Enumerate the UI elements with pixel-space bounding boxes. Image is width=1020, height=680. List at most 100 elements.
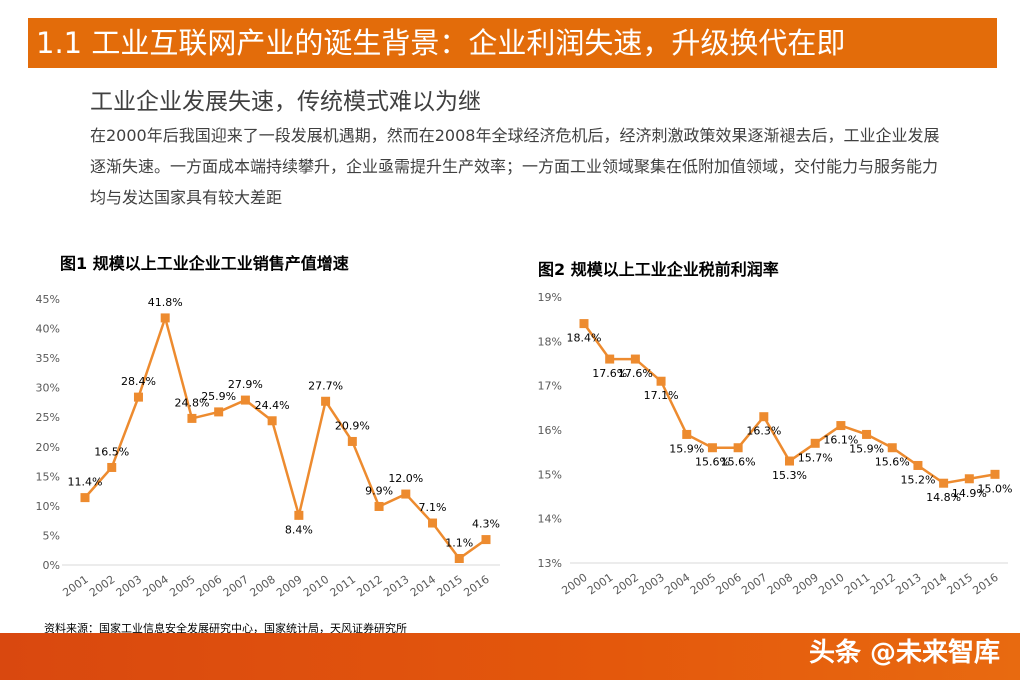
x-tick-label: 2009 bbox=[791, 571, 821, 598]
data-label: 14.9% bbox=[952, 487, 987, 500]
data-point-marker bbox=[347, 436, 357, 446]
data-point-marker bbox=[887, 443, 897, 453]
data-point-marker bbox=[267, 416, 277, 426]
data-point-marker bbox=[214, 407, 224, 417]
y-tick-label: 15% bbox=[538, 468, 562, 481]
x-tick-label: 2012 bbox=[868, 571, 898, 598]
x-tick-label: 2013 bbox=[381, 573, 411, 600]
data-point-marker bbox=[733, 443, 743, 453]
y-tick-label: 45% bbox=[36, 293, 60, 306]
y-tick-label: 25% bbox=[36, 411, 60, 424]
data-label: 15.3% bbox=[772, 469, 807, 482]
y-tick-label: 10% bbox=[36, 500, 60, 513]
data-label: 16.1% bbox=[823, 434, 858, 447]
chart1-title: 图1 规模以上工业企业工业销售产值增速 bbox=[60, 254, 349, 273]
data-point-marker bbox=[374, 501, 384, 511]
data-point-marker bbox=[401, 489, 411, 499]
data-label: 8.4% bbox=[285, 523, 313, 536]
subheading: 工业企业发展失速，传统模式难以为继 bbox=[90, 89, 481, 115]
data-point-marker bbox=[785, 456, 794, 466]
y-tick-label: 5% bbox=[43, 529, 60, 542]
data-label: 4.3% bbox=[472, 518, 500, 531]
x-tick-label: 2011 bbox=[328, 573, 358, 600]
watermark: 头条 @未来智库 bbox=[808, 638, 1000, 668]
data-label: 27.7% bbox=[308, 379, 343, 392]
source-note: 资料来源：国家工业信息安全发展研究中心，国家统计局，天风证券研究所 bbox=[44, 622, 407, 635]
x-tick-label: 2004 bbox=[141, 573, 171, 600]
data-point-marker bbox=[294, 510, 304, 520]
x-tick-label: 2001 bbox=[585, 571, 615, 598]
data-label: 20.9% bbox=[335, 419, 370, 432]
data-label: 15.6% bbox=[695, 456, 730, 469]
series-line bbox=[84, 313, 487, 561]
x-tick-label: 2005 bbox=[167, 573, 197, 600]
x-tick-label: 2013 bbox=[893, 571, 923, 598]
y-tick-label: 15% bbox=[36, 470, 60, 483]
x-tick-label: 2000 bbox=[559, 571, 589, 598]
x-tick-label: 2001 bbox=[60, 573, 90, 600]
body-paragraph: 在2000年后我国迎来了一段发展机遇期，然而在2008年全球经济危机后，经济刺激… bbox=[90, 126, 940, 207]
chart2-title: 图2 规模以上工业企业税前利润率 bbox=[538, 260, 779, 279]
data-point-marker bbox=[133, 392, 143, 402]
data-label: 15.9% bbox=[669, 442, 704, 455]
x-tick-label: 2006 bbox=[194, 573, 224, 600]
data-label: 9.9% bbox=[365, 484, 393, 497]
slide-title: 1.1 工业互联网产业的诞生背景：企业利润失速，升级换代在即 bbox=[28, 18, 997, 68]
data-point-marker bbox=[964, 474, 974, 484]
data-point-marker bbox=[913, 460, 923, 470]
y-tick-label: 20% bbox=[36, 441, 60, 454]
data-label: 11.4% bbox=[68, 476, 103, 489]
y-tick-label: 18% bbox=[538, 335, 562, 348]
data-point-marker bbox=[80, 493, 90, 503]
data-label: 15.7% bbox=[798, 451, 833, 464]
data-point-marker bbox=[454, 553, 464, 563]
x-tick-label: 2015 bbox=[435, 573, 465, 600]
data-label: 17.6% bbox=[592, 367, 627, 380]
data-label: 14.8% bbox=[926, 491, 961, 504]
x-tick-label: 2003 bbox=[114, 573, 144, 600]
y-tick-label: 35% bbox=[36, 352, 60, 365]
x-tick-label: 2008 bbox=[765, 571, 795, 598]
data-point-marker bbox=[990, 469, 1000, 479]
x-tick-label: 2002 bbox=[87, 573, 117, 600]
data-point-marker bbox=[481, 535, 491, 545]
data-point-marker bbox=[428, 518, 438, 528]
data-point-marker bbox=[321, 396, 331, 406]
data-label: 41.8% bbox=[148, 296, 183, 309]
y-tick-label: 30% bbox=[36, 382, 60, 395]
y-tick-label: 17% bbox=[538, 380, 562, 393]
footer-band bbox=[0, 633, 1020, 680]
x-tick-label: 2010 bbox=[816, 571, 846, 598]
data-point-marker bbox=[630, 354, 640, 364]
data-label: 7.1% bbox=[419, 501, 447, 514]
x-tick-label: 2011 bbox=[842, 571, 872, 598]
x-tick-label: 2007 bbox=[221, 573, 251, 600]
data-point-marker bbox=[836, 421, 846, 431]
y-tick-label: 16% bbox=[538, 424, 562, 437]
x-tick-label: 2003 bbox=[636, 571, 666, 598]
data-point-marker bbox=[240, 395, 250, 405]
data-label: 12.0% bbox=[388, 472, 423, 485]
x-tick-label: 2008 bbox=[247, 573, 277, 600]
y-tick-label: 14% bbox=[538, 513, 562, 526]
data-point-marker bbox=[939, 478, 949, 488]
x-tick-label: 2014 bbox=[919, 571, 949, 598]
data-label: 15.0% bbox=[978, 482, 1013, 495]
data-label: 15.6% bbox=[875, 456, 910, 469]
x-tick-label: 2010 bbox=[301, 573, 331, 600]
x-tick-label: 2012 bbox=[354, 573, 384, 600]
x-tick-label: 2016 bbox=[461, 573, 491, 600]
data-point-marker bbox=[810, 438, 820, 448]
data-point-marker bbox=[707, 443, 717, 453]
x-tick-label: 2004 bbox=[662, 571, 692, 598]
data-label: 17.6% bbox=[618, 367, 653, 380]
y-tick-label: 0% bbox=[43, 559, 60, 572]
data-label: 28.4% bbox=[121, 375, 156, 388]
y-tick-label: 40% bbox=[36, 323, 60, 336]
x-tick-label: 2016 bbox=[970, 571, 1000, 598]
data-label: 27.9% bbox=[228, 378, 263, 391]
y-tick-label: 19% bbox=[538, 291, 562, 304]
x-tick-label: 2015 bbox=[945, 571, 975, 598]
data-point-marker bbox=[107, 462, 117, 472]
